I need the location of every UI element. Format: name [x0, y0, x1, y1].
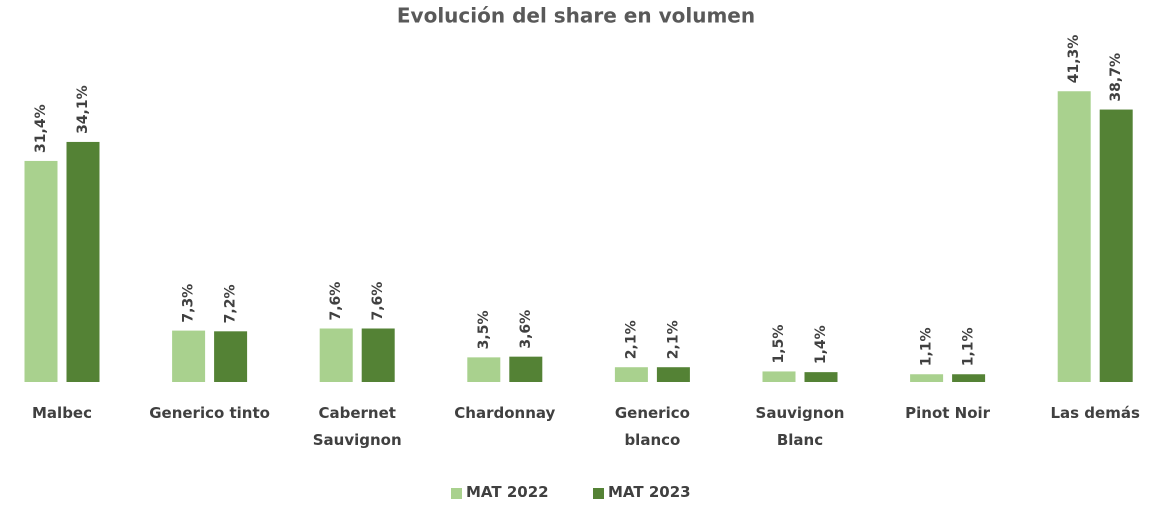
bar [910, 374, 944, 382]
bar [1099, 109, 1133, 382]
data-label: 7,6% [328, 282, 344, 321]
data-label: 41,3% [1066, 35, 1082, 84]
data-label: 1,1% [961, 327, 977, 366]
data-label: 3,6% [518, 310, 534, 349]
data-label: 1,4% [813, 325, 829, 364]
data-label: 2,1% [623, 320, 639, 359]
bar [319, 328, 353, 382]
bar [1057, 91, 1091, 383]
x-tick-label: Generico blanco [614, 404, 690, 449]
bar [172, 330, 206, 382]
legend-swatch [451, 488, 462, 499]
data-label: 7,6% [370, 282, 386, 321]
x-tick-label: Sauvignon Blanc [755, 404, 845, 449]
data-label: 34,1% [75, 85, 91, 134]
data-label: 7,2% [223, 284, 239, 323]
x-tick-label: Cabernet Sauvignon [312, 404, 402, 449]
bar [509, 356, 543, 382]
data-label: 1,1% [919, 327, 935, 366]
x-tick-label: Las demás [1050, 404, 1140, 422]
bar [952, 374, 986, 382]
x-tick-label: Malbec [32, 404, 92, 422]
x-tick-label: Generico tinto [149, 404, 270, 422]
legend-label: MAT 2023 [608, 483, 691, 501]
data-label: 7,3% [181, 284, 197, 323]
data-label: 38,7% [1108, 53, 1124, 102]
bar [361, 328, 395, 382]
data-label: 1,5% [771, 325, 787, 364]
bar [214, 331, 248, 382]
data-label: 31,4% [33, 104, 49, 153]
bar [24, 160, 58, 382]
bar [66, 141, 100, 382]
bar [804, 372, 838, 382]
x-tick-label: Chardonnay [454, 404, 556, 422]
x-tick-label: Pinot Noir [905, 404, 991, 422]
bar [762, 371, 796, 382]
bar [614, 367, 648, 382]
bar [656, 367, 690, 382]
bar [467, 357, 501, 382]
data-label: 2,1% [665, 320, 681, 359]
legend-label: MAT 2022 [466, 483, 549, 501]
data-label: 3,5% [476, 311, 492, 350]
legend-swatch [593, 488, 604, 499]
chart-title: Evolución del share en volumen [397, 4, 755, 28]
